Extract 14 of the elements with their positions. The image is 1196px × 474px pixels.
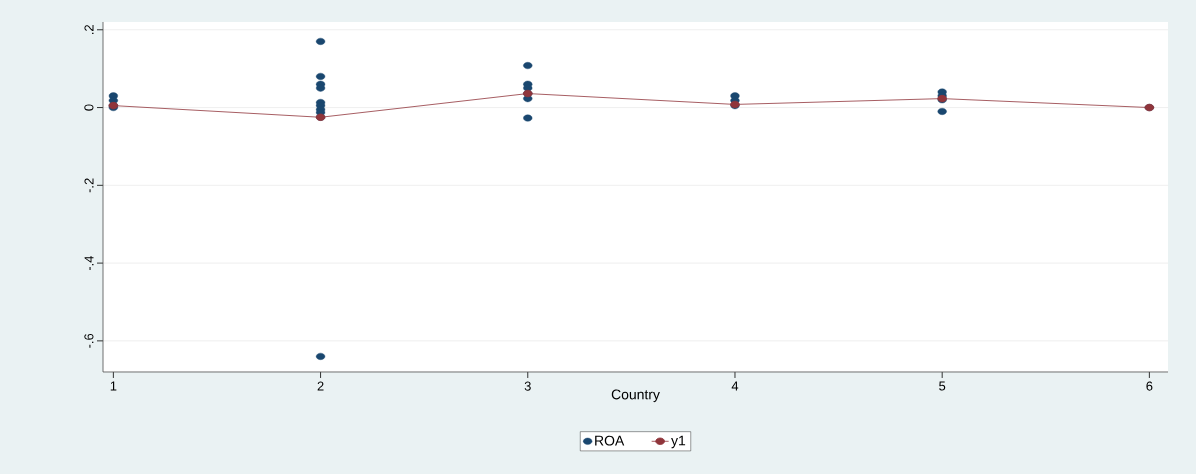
x-tick-label: 5	[939, 381, 946, 391]
y-tick-label: 0	[84, 104, 94, 111]
y-tick-label: .2	[84, 25, 94, 34]
x-tick-label: 1	[110, 381, 117, 391]
y-tick-label: -.2	[84, 178, 94, 193]
x-tick-label: 2	[317, 381, 324, 391]
y-tick-label: -.4	[84, 255, 94, 271]
x-tick-label: 6	[1146, 381, 1153, 391]
x-axis-title: Country	[611, 389, 660, 403]
y-tick-label: -.6	[84, 333, 94, 348]
legend-label: y1	[671, 435, 686, 449]
x-tick-label: 4	[731, 381, 739, 391]
legend-label: ROA	[595, 435, 625, 446]
x-tick-label: 3	[524, 381, 531, 391]
